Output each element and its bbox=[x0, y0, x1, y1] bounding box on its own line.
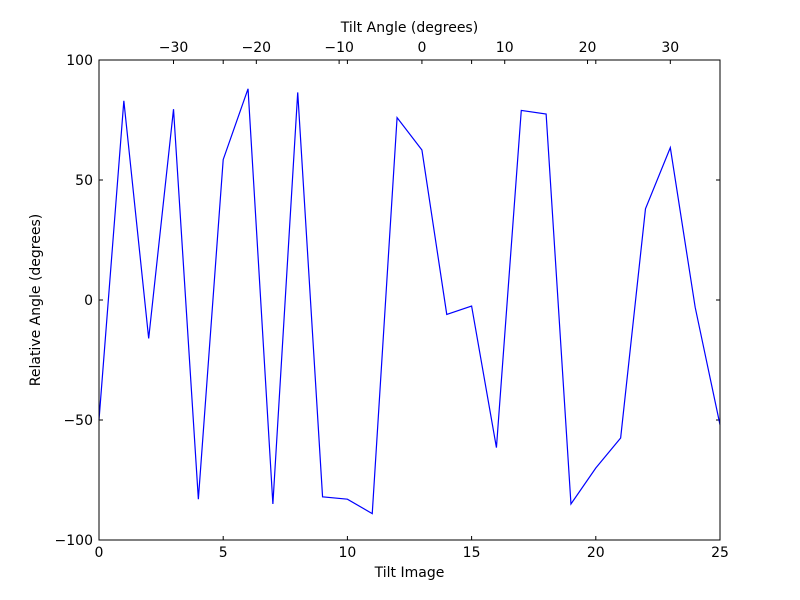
x2-tick-label: 30 bbox=[661, 40, 679, 56]
plot-area bbox=[99, 60, 720, 540]
y-axis-title: Relative Angle (degrees) bbox=[28, 214, 44, 386]
x2-tick-label: −10 bbox=[324, 40, 354, 56]
x2-axis-title: Tilt Angle (degrees) bbox=[340, 20, 478, 36]
series-line bbox=[98, 88, 721, 515]
x-tick-label: 15 bbox=[463, 545, 481, 561]
x-tick-label: 10 bbox=[338, 545, 356, 561]
x2-tick-label: 10 bbox=[496, 40, 514, 56]
x-tick-label: 0 bbox=[95, 545, 104, 561]
x-axis-title: Tilt Image bbox=[374, 565, 445, 581]
y-tick-label: −50 bbox=[63, 413, 93, 429]
x2-tick-label: 20 bbox=[579, 40, 597, 56]
y-tick-label: 50 bbox=[75, 173, 93, 189]
y-tick-label: 100 bbox=[66, 53, 93, 69]
x-tick-label: 20 bbox=[587, 545, 605, 561]
x2-tick-label: −30 bbox=[159, 40, 189, 56]
y-tick-label: −100 bbox=[55, 533, 93, 549]
x-tick-label: 25 bbox=[711, 545, 729, 561]
y-tick-label: 0 bbox=[84, 293, 93, 309]
x-tick-label: 5 bbox=[219, 545, 228, 561]
x2-tick-label: −20 bbox=[242, 40, 272, 56]
x2-tick-label: 0 bbox=[417, 40, 426, 56]
plot-frame bbox=[98, 59, 721, 541]
